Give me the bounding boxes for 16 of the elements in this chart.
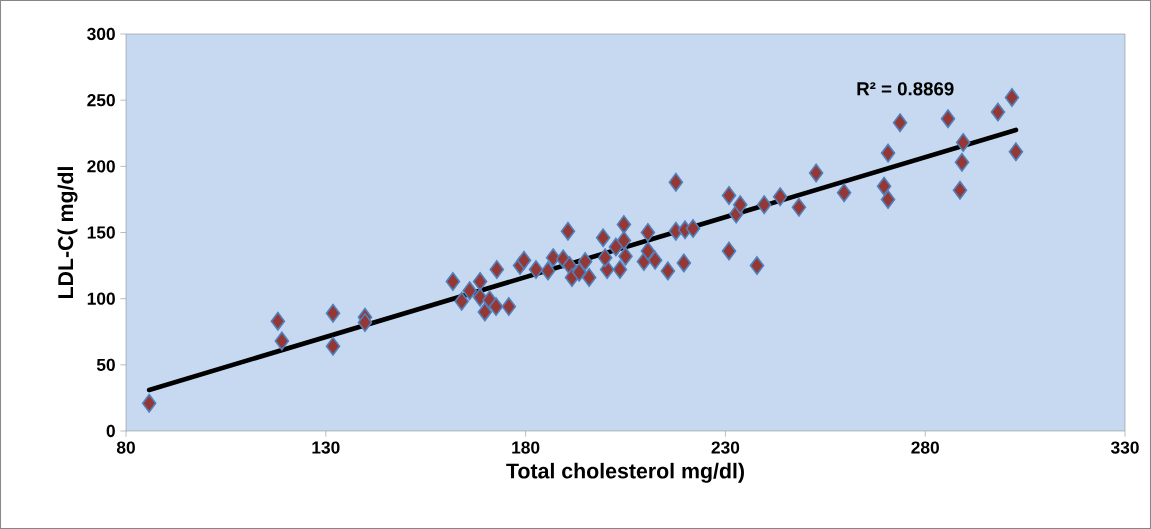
x-axis-title: Total cholesterol mg/dl) <box>506 462 744 483</box>
annotation: R² = 0.8869 <box>857 82 954 96</box>
x-tick-label: 230 <box>711 441 740 454</box>
x-tick-label: 180 <box>512 441 540 454</box>
y-tick-label: 50 <box>96 358 115 371</box>
x-tick-label: 280 <box>911 441 939 454</box>
y-tick-label: 200 <box>87 160 115 173</box>
x-tick-label: 130 <box>312 441 340 454</box>
x-tick-label: 80 <box>116 441 135 454</box>
y-axis-title: LDL-C( mg/dl <box>57 167 78 299</box>
y-tick-label: 0 <box>106 424 115 438</box>
y-tick-label: 250 <box>87 94 115 107</box>
x-tick-label: 330 <box>1110 441 1139 454</box>
y-tick-label: 300 <box>87 27 115 41</box>
y-tick-label: 150 <box>87 226 115 239</box>
y-tick-label: 100 <box>87 292 115 305</box>
